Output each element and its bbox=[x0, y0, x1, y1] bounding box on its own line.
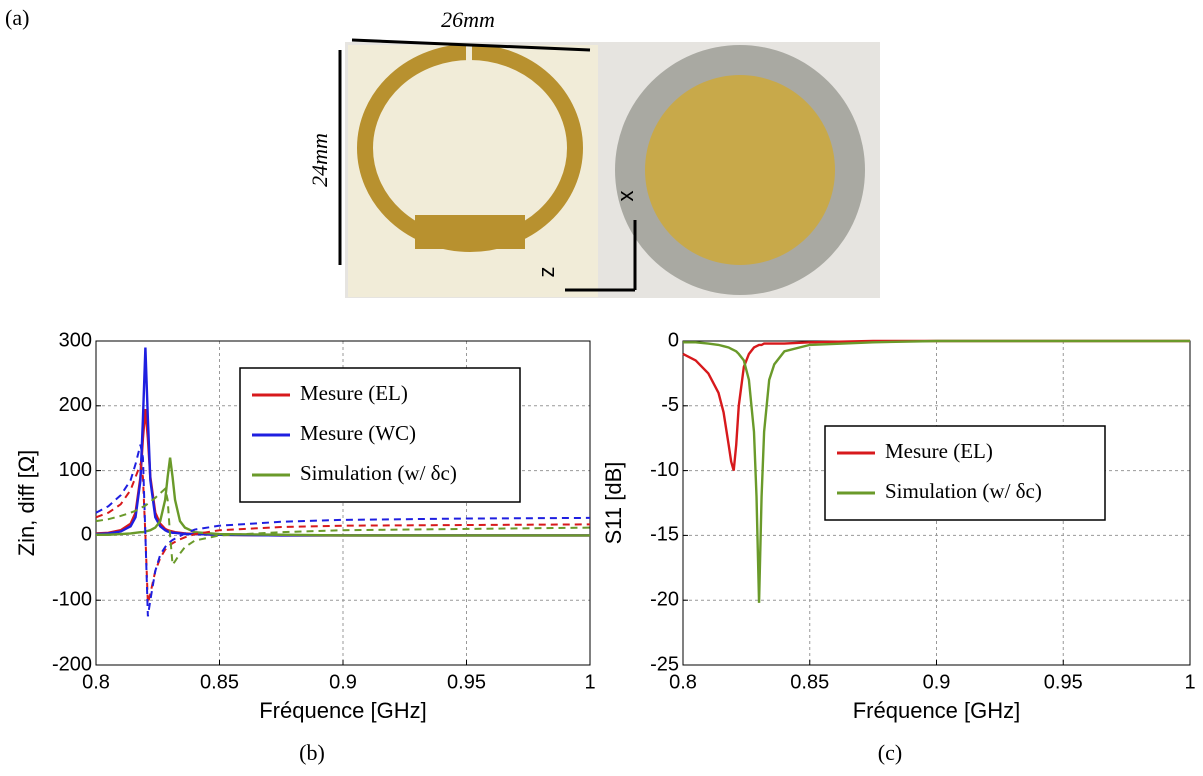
y-tick-label: -200 bbox=[52, 653, 92, 675]
antenna-feed bbox=[415, 215, 525, 249]
x-tick-label: 0.85 bbox=[200, 671, 239, 693]
axis-z-label: z bbox=[534, 267, 559, 278]
y-axis-title: Zin, diff [Ω] bbox=[14, 450, 39, 557]
y-tick-label: -15 bbox=[650, 524, 679, 546]
legend-label: Mesure (EL) bbox=[885, 439, 993, 463]
x-tick-label: 0.8 bbox=[82, 671, 110, 693]
x-tick-label: 1 bbox=[584, 671, 595, 693]
y-tick-label: -100 bbox=[52, 588, 92, 610]
axes-frame bbox=[95, 340, 591, 666]
x-tick-label: 0.9 bbox=[329, 671, 357, 693]
x-tick-label: 0.85 bbox=[790, 671, 829, 693]
legend-box bbox=[824, 425, 1106, 521]
x-tick-label: 0.9 bbox=[923, 671, 951, 693]
x-axis-title: Fréquence [GHz] bbox=[853, 698, 1021, 723]
photo bbox=[345, 42, 880, 298]
y-tick-label: 100 bbox=[59, 459, 92, 481]
y-tick-label: 0 bbox=[668, 329, 679, 351]
y-tick-label: 300 bbox=[59, 329, 92, 351]
x-axis-title: Fréquence [GHz] bbox=[259, 698, 427, 723]
y-tick-label: 200 bbox=[59, 394, 92, 416]
width-arrow bbox=[351, 38, 591, 52]
y-tick-label: 0 bbox=[81, 524, 92, 546]
legend: Mesure (EL) Mesure (WC) Simulation (w/ δc) bbox=[239, 367, 521, 503]
y-tick-label: -5 bbox=[661, 394, 679, 416]
panel-label: (c) bbox=[878, 740, 902, 765]
x-tick-label: 0.95 bbox=[447, 671, 486, 693]
axis-x-label: x bbox=[613, 191, 638, 202]
y-axis-title: S11 [dB] bbox=[601, 462, 626, 545]
line bbox=[683, 339, 1190, 603]
ring-gap bbox=[466, 45, 472, 75]
coin-center bbox=[645, 75, 835, 265]
legend: Mesure (EL) Simulation (w/ δc) bbox=[824, 425, 1106, 521]
width-label: 26mm bbox=[441, 7, 495, 32]
line bbox=[96, 457, 590, 537]
y-tick-label: -20 bbox=[650, 588, 679, 610]
panel-label: (b) bbox=[299, 740, 325, 765]
x-tick-label: 0.8 bbox=[669, 671, 697, 693]
line bbox=[682, 339, 1190, 471]
dimension-arrows bbox=[338, 38, 637, 292]
legend-label: Simulation (w/ δc) bbox=[885, 479, 1042, 503]
legend-label: Simulation (w/ δc) bbox=[300, 461, 457, 485]
height-label: 24mm bbox=[307, 133, 332, 187]
y-tick-label: -10 bbox=[650, 459, 679, 481]
legend-label: Mesure (EL) bbox=[300, 381, 408, 405]
y-tick-label: -25 bbox=[650, 653, 679, 675]
dashed-line bbox=[95, 486, 591, 568]
x-tick-label: 1 bbox=[1184, 671, 1195, 693]
x-tick-label: 0.95 bbox=[1044, 671, 1083, 693]
dashed-line bbox=[95, 460, 591, 604]
panel-label: (a) bbox=[5, 5, 29, 30]
legend-label: Mesure (WC) bbox=[300, 421, 416, 445]
dashed-line bbox=[95, 444, 591, 617]
